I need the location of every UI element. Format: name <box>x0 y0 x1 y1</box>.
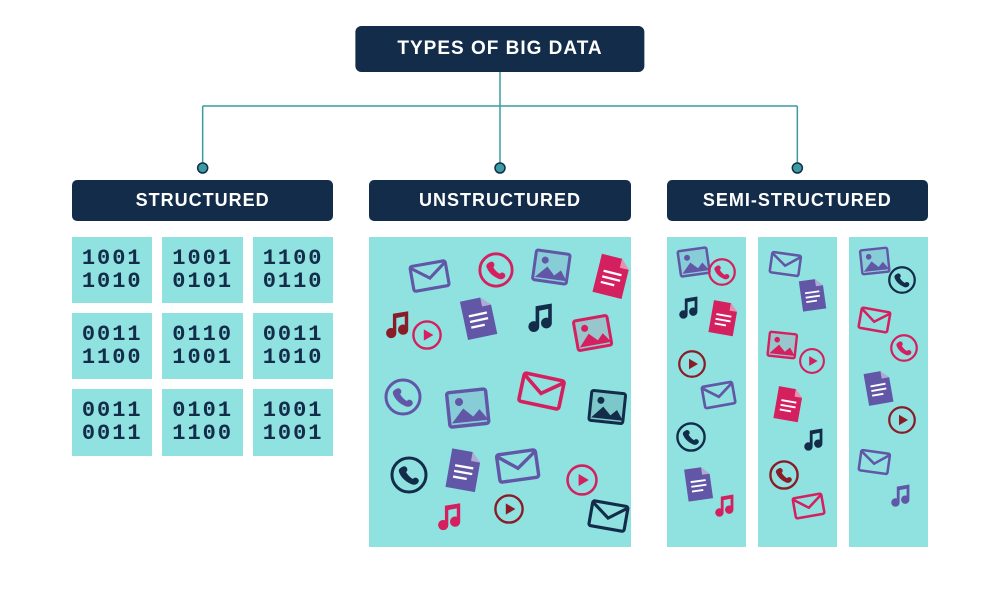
doc-icon <box>582 248 639 309</box>
binary-cell: 00111100 <box>72 313 152 379</box>
col-title-text: UNSTRUCTURED <box>419 190 581 210</box>
phone-icon <box>707 257 737 292</box>
binary-cell: 00111010 <box>253 313 333 379</box>
phone-icon <box>675 421 707 458</box>
music-icon <box>711 491 739 524</box>
semi-column <box>849 237 928 547</box>
photo-icon <box>570 310 617 361</box>
semi-column <box>758 237 837 547</box>
col-title-semi: SEMI-STRUCTURED <box>667 180 928 221</box>
doc-icon <box>435 443 489 501</box>
music-icon <box>800 425 828 458</box>
root-title-text: TYPES OF BIG DATA <box>397 38 602 59</box>
binary-cell: 01101001 <box>162 313 242 379</box>
connector-lines <box>0 60 1000 180</box>
col-semi: SEMI-STRUCTURED <box>667 180 928 547</box>
play-icon <box>887 405 917 440</box>
doc-icon <box>451 291 507 350</box>
binary-cell: 10011010 <box>72 237 152 303</box>
semi-column <box>667 237 746 547</box>
columns-row: STRUCTURED 100110101001010111000110 00111… <box>72 180 928 547</box>
mail-icon <box>492 440 545 497</box>
col-unstructured: UNSTRUCTURED <box>369 180 630 547</box>
binary-cell: 10010101 <box>162 237 242 303</box>
doc-icon <box>699 296 744 345</box>
binary-grid: 100110101001010111000110 0011110001101001… <box>72 237 333 456</box>
semi-columns <box>667 237 928 547</box>
phone-icon <box>887 265 917 300</box>
photo-icon <box>443 383 494 439</box>
phone-icon <box>889 333 919 368</box>
mail-icon <box>789 486 829 530</box>
col-title-text: SEMI-STRUCTURED <box>703 190 892 210</box>
binary-cell: 01011100 <box>162 389 242 455</box>
music-icon <box>887 481 915 514</box>
mail-icon <box>406 252 456 306</box>
music-icon <box>381 307 415 346</box>
phone-icon <box>383 377 423 422</box>
mail-icon <box>854 443 893 486</box>
col-title-unstructured: UNSTRUCTURED <box>369 180 630 221</box>
photo-icon <box>585 385 629 434</box>
phone-icon <box>389 455 429 500</box>
root-title: TYPES OF BIG DATA <box>355 26 644 72</box>
play-icon <box>493 493 525 530</box>
photo-icon <box>764 327 800 367</box>
mail-icon <box>697 374 740 421</box>
doc-icon <box>764 382 809 431</box>
binary-cell: 00110011 <box>72 389 152 455</box>
unstructured-block <box>369 237 630 547</box>
binary-cell: 10011001 <box>253 389 333 455</box>
music-icon <box>433 499 467 538</box>
play-icon <box>411 319 443 356</box>
photo-icon <box>528 244 574 294</box>
mail-icon <box>584 492 634 546</box>
col-title-text: STRUCTURED <box>136 190 270 210</box>
music-icon <box>523 299 559 340</box>
col-structured: STRUCTURED 100110101001010111000110 00111… <box>72 180 333 547</box>
phone-icon <box>477 251 515 294</box>
binary-cell: 11000110 <box>253 237 333 303</box>
col-title-structured: STRUCTURED <box>72 180 333 221</box>
play-icon <box>798 347 826 380</box>
music-icon <box>675 293 703 326</box>
doc-icon <box>791 275 832 321</box>
mail-icon <box>512 363 570 425</box>
